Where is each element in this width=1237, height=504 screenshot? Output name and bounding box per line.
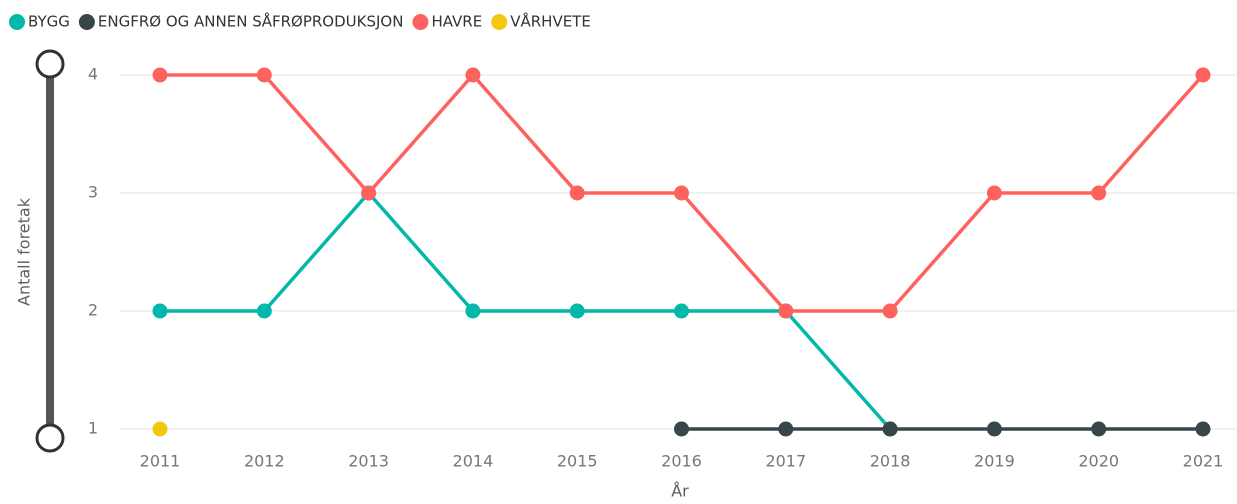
y-slider[interactable] <box>35 49 65 453</box>
legend-label: BYGG <box>28 13 70 31</box>
point <box>569 303 585 319</box>
point <box>1195 67 1211 83</box>
point <box>674 185 689 201</box>
series-line <box>160 190 892 431</box>
legend-item: ENGFRØ OG ANNEN SÅFRØPRODUKSJON <box>78 12 404 31</box>
point <box>256 67 272 83</box>
y-axis-title: Antall foretak <box>15 197 34 306</box>
y-tick-label: 3 <box>88 183 98 202</box>
x-tick-label: 2013 <box>348 452 389 471</box>
point <box>986 185 1002 201</box>
point <box>1091 421 1107 437</box>
x-axis-title: År <box>671 482 689 501</box>
point <box>674 421 689 437</box>
x-tick-label: 2017 <box>765 452 806 471</box>
legend-label: HAVRE <box>431 13 482 31</box>
point <box>882 421 898 437</box>
point <box>465 67 481 83</box>
point <box>361 185 377 201</box>
legend-label: ENGFRØ OG ANNEN SÅFRØPRODUKSJON <box>98 12 404 31</box>
y-tick-label: 2 <box>88 301 98 320</box>
y-tick-label: 1 <box>88 419 98 438</box>
x-tick-label: 2011 <box>140 452 181 471</box>
legend-swatch <box>412 14 429 30</box>
point <box>1195 421 1211 437</box>
point <box>152 67 168 83</box>
point <box>882 303 898 319</box>
x-tick-label: 2015 <box>557 452 598 471</box>
x-tick-label: 2012 <box>244 452 285 471</box>
point <box>152 303 168 319</box>
x-tick-label: 2019 <box>974 452 1015 471</box>
point <box>569 185 585 201</box>
y-tick-label: 4 <box>88 65 98 84</box>
point <box>986 421 1002 437</box>
point <box>465 303 481 319</box>
legend-label: VÅRHVETE <box>510 12 591 31</box>
x-tick-label: 2016 <box>661 452 702 471</box>
legend-item: VÅRHVETE <box>491 12 591 31</box>
point <box>778 303 794 319</box>
legend-swatch <box>9 14 25 30</box>
point <box>152 421 168 437</box>
x-tick-label: 2020 <box>1078 452 1119 471</box>
x-tick-label: 2021 <box>1183 452 1224 471</box>
x-tick-label: 2018 <box>870 452 911 471</box>
legend-item: HAVRE <box>412 13 482 31</box>
x-tick-label: 2014 <box>453 452 494 471</box>
legend-swatch <box>78 14 95 30</box>
point <box>256 303 272 319</box>
legend-item: BYGG <box>9 13 70 31</box>
point <box>674 303 689 319</box>
point <box>1091 185 1107 201</box>
point <box>778 421 794 437</box>
legend-swatch <box>491 14 508 30</box>
